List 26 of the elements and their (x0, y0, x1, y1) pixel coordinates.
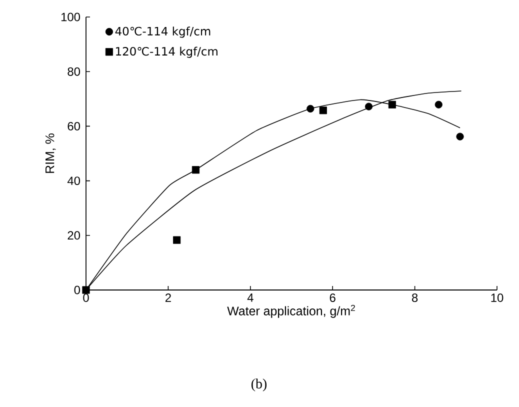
y-tick-label: 100 (61, 12, 80, 22)
legend-label: 120℃-114 kgf/cm (116, 46, 218, 58)
point (319, 106, 327, 114)
point (173, 236, 181, 244)
y-tick-label: 0 (74, 286, 80, 294)
y-axis-title: RIM, % (45, 134, 56, 173)
point (456, 132, 464, 140)
text: (b) (251, 378, 267, 392)
legend-label: 40℃-114 kgf/cm (115, 26, 210, 38)
point (306, 104, 314, 113)
point (82, 286, 90, 294)
x-tick-label: 4 (247, 294, 254, 302)
y-tick-label: 20 (68, 231, 80, 240)
x-tick-label: 8 (412, 294, 418, 302)
x-axis-title: Water application, g/m$^{2}$ (227, 304, 355, 318)
x-tick-label: 2 (165, 294, 171, 302)
point (192, 166, 200, 174)
x-tick-label: 6 (330, 294, 336, 302)
y-tick-label: 80 (68, 67, 80, 76)
x-tick-label: 0 (83, 294, 89, 302)
point (364, 102, 373, 110)
point (388, 100, 396, 108)
y-tick-label: 60 (68, 122, 80, 130)
x-tick-label: 10 (491, 294, 504, 302)
y-tick-label: 40 (67, 176, 80, 186)
point (434, 100, 442, 108)
